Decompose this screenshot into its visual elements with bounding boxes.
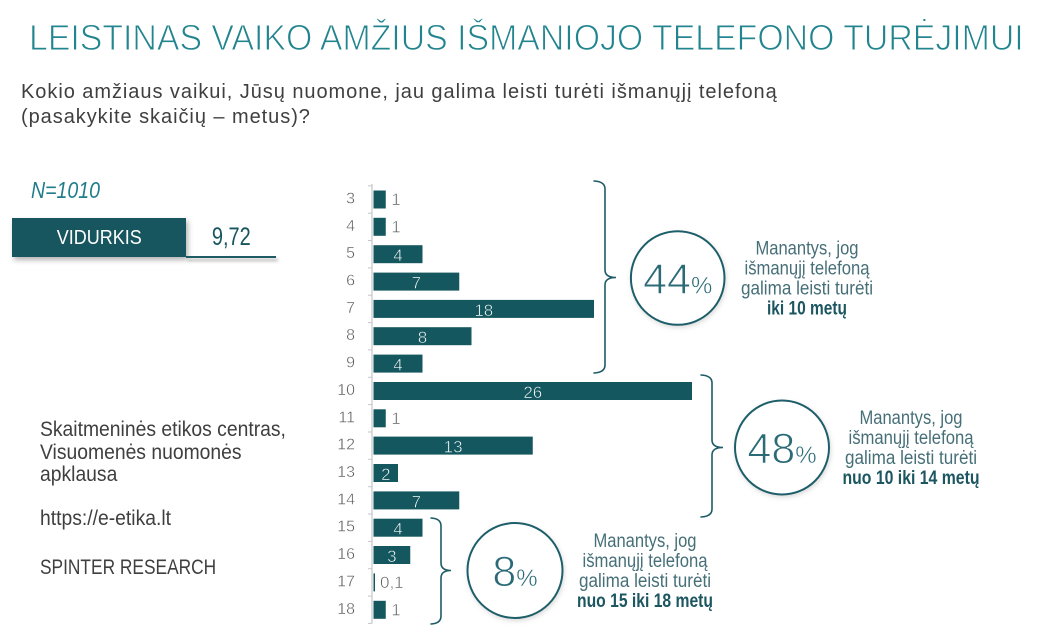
svg-text:8: 8 xyxy=(346,327,355,344)
svg-text:galima leisti turėti: galima leisti turėti xyxy=(845,448,977,469)
svg-text:6: 6 xyxy=(346,273,355,290)
svg-text:galima leisti turėti: galima leisti turėti xyxy=(741,279,873,300)
svg-text:Manantys, jog: Manantys, jog xyxy=(756,239,859,260)
svg-text:10: 10 xyxy=(337,382,355,399)
svg-text:7: 7 xyxy=(412,492,421,511)
svg-text:18: 18 xyxy=(474,301,493,320)
svg-text:3: 3 xyxy=(346,191,355,208)
svg-text:14: 14 xyxy=(337,491,355,508)
svg-text:Manantys, jog: Manantys, jog xyxy=(860,408,963,429)
svg-text:18: 18 xyxy=(337,601,355,618)
svg-text:išmanųjį telefoną: išmanųjį telefoną xyxy=(745,259,870,280)
svg-text:iki 10 metų: iki 10 metų xyxy=(767,299,847,320)
svg-text:13: 13 xyxy=(337,464,355,481)
svg-text:7: 7 xyxy=(412,274,421,293)
svg-text:4: 4 xyxy=(346,218,355,235)
svg-text:44%: 44% xyxy=(643,256,712,304)
svg-text:išmanųjį telefoną: išmanųjį telefoną xyxy=(583,551,708,572)
svg-text:7: 7 xyxy=(346,300,355,317)
svg-text:2: 2 xyxy=(381,465,390,484)
svg-text:11: 11 xyxy=(338,409,355,426)
svg-text:12: 12 xyxy=(337,437,355,454)
svg-text:8: 8 xyxy=(418,328,427,347)
svg-text:išmanųjį telefoną: išmanųjį telefoną xyxy=(849,428,974,449)
svg-text:4: 4 xyxy=(393,246,402,265)
svg-text:17: 17 xyxy=(337,573,355,590)
svg-text:16: 16 xyxy=(337,546,355,563)
svg-text:13: 13 xyxy=(444,438,463,457)
svg-text:1: 1 xyxy=(391,600,400,619)
svg-text:8%: 8% xyxy=(492,548,537,596)
svg-text:9: 9 xyxy=(346,355,355,372)
svg-text:3: 3 xyxy=(387,547,396,566)
svg-text:0,1: 0,1 xyxy=(380,573,404,592)
svg-text:1: 1 xyxy=(391,190,400,209)
svg-text:26: 26 xyxy=(523,383,542,402)
svg-text:15: 15 xyxy=(337,519,355,536)
svg-text:galima leisti turėti: galima leisti turėti xyxy=(579,571,711,592)
svg-text:1: 1 xyxy=(391,409,400,428)
svg-text:4: 4 xyxy=(393,356,402,375)
svg-text:48%: 48% xyxy=(747,425,816,473)
svg-text:nuo 15 iki 18 metų: nuo 15 iki 18 metų xyxy=(577,591,713,612)
svg-text:Manantys, jog: Manantys, jog xyxy=(594,531,697,552)
svg-text:5: 5 xyxy=(346,245,355,262)
svg-text:4: 4 xyxy=(393,520,402,539)
svg-text:1: 1 xyxy=(391,217,400,236)
svg-text:nuo 10 iki 14 metų: nuo 10 iki 14 metų xyxy=(843,468,980,489)
